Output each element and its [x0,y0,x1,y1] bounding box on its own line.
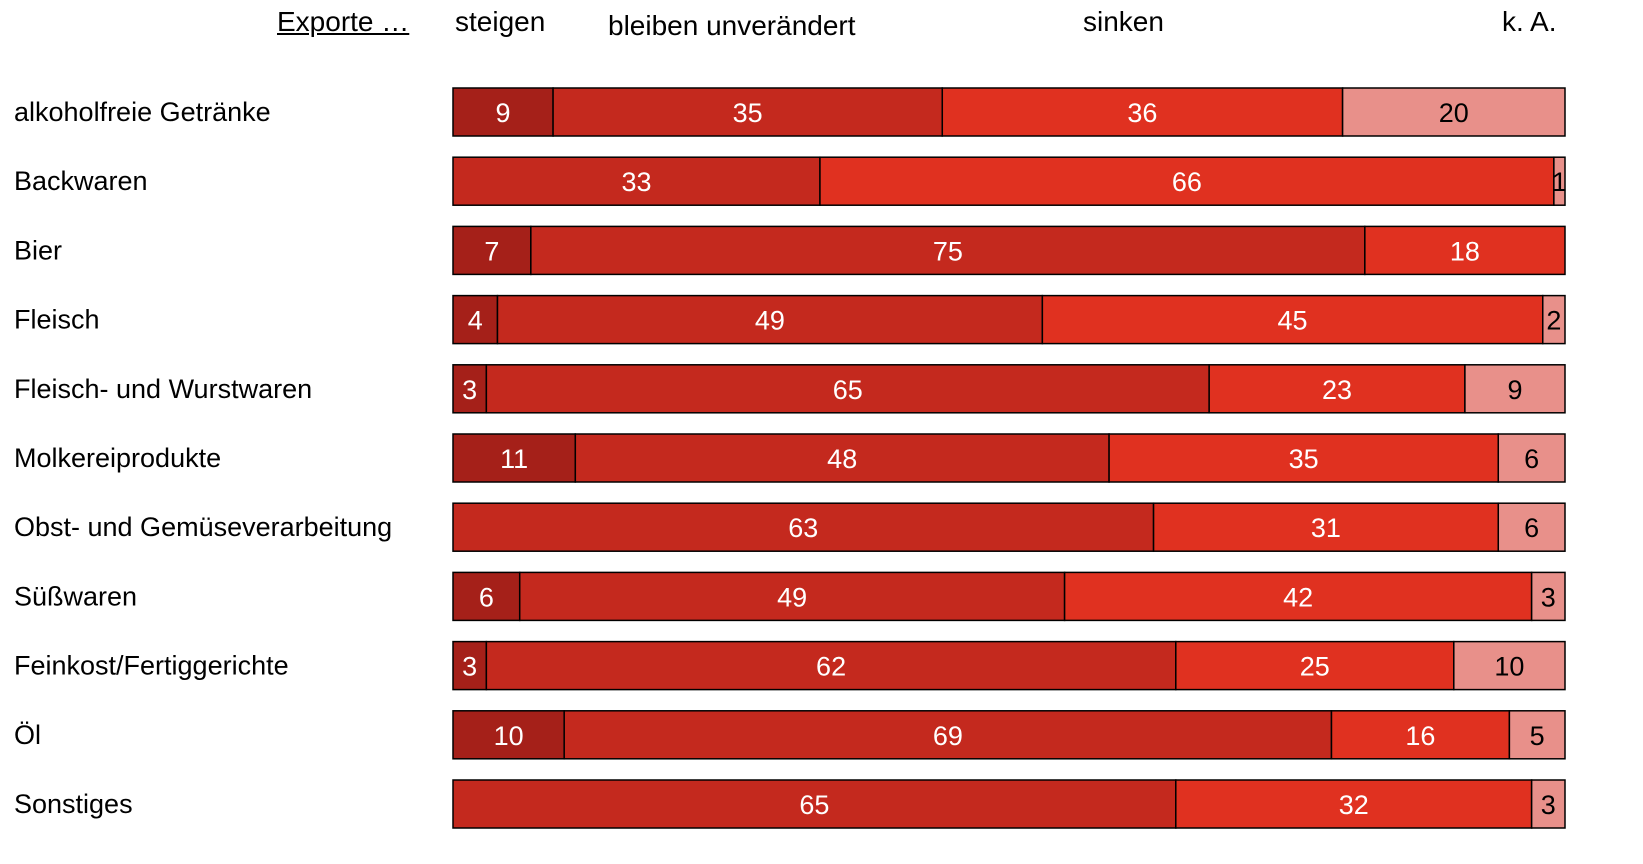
data-label: 2 [1546,306,1561,336]
data-label: 5 [1530,721,1545,751]
data-label: 75 [933,236,963,266]
bar-segment [1364,225,1566,276]
data-label: 3 [1541,790,1556,820]
bar-segment [819,156,1555,206]
legend-bleiben-unveraendert: bleiben unverändert [608,10,856,41]
data-label: 42 [1283,582,1313,612]
bar-segment [941,87,1344,137]
data-label: 9 [496,98,511,128]
data-label: 66 [1172,167,1202,197]
data-label: 6 [1524,444,1539,474]
bar-segment [1108,433,1500,483]
data-label: 65 [833,375,863,405]
bar-segment [1453,640,1566,691]
bar-segment [1175,779,1533,829]
data-label: 35 [1289,444,1319,474]
data-label: 18 [1450,236,1480,266]
bar-segment [1041,294,1544,345]
data-label: 10 [1494,652,1524,682]
bar-segment [452,640,488,691]
data-label: 7 [484,236,499,266]
data-label: 23 [1322,375,1352,405]
category-label: alkoholfreie Getränke [14,97,271,127]
category-label: Bier [14,235,62,265]
bar-segment [1497,502,1566,552]
data-label: 63 [788,513,818,543]
bar-segment [452,571,521,622]
data-label: 45 [1278,306,1308,336]
data-label: 11 [500,444,528,474]
bar-segment [1530,779,1566,829]
chart-header-title: Exporte … [277,6,410,37]
data-label: 69 [933,721,963,751]
bar-segment [452,364,488,414]
bar-segment [485,640,1177,691]
category-label: Molkereiprodukte [14,443,221,473]
bar-segment [452,87,554,137]
data-label: 62 [816,652,846,682]
data-label: 31 [1311,513,1341,543]
category-label: Fleisch- und Wurstwaren [14,374,312,404]
category-label: Obst- und Gemüseverarbeitung [14,512,392,542]
data-label: 49 [777,582,807,612]
bar-segment [485,364,1210,414]
bar-segment [1542,294,1566,345]
data-label: 33 [621,167,651,197]
bar-segment [452,433,577,483]
bar-segment [1175,640,1455,691]
data-label: 25 [1300,652,1330,682]
bar-segment [1553,156,1566,206]
data-label: 32 [1339,790,1369,820]
data-label: 65 [799,790,829,820]
category-label: Feinkost/Fertiggerichte [14,651,289,681]
data-label: 36 [1127,98,1157,128]
legend-steigen: steigen [455,6,546,37]
bar-segment [496,294,1044,345]
bar-segment [1341,87,1566,137]
bar-segment [452,502,1155,552]
bar-segment [574,433,1110,483]
bar-segment [1497,433,1566,483]
bar-segment [452,225,532,276]
bar-segment [452,779,1177,829]
bar-segment [563,710,1333,760]
data-label: 35 [733,98,763,128]
bar-segment [1330,710,1511,760]
category-label: Öl [14,720,41,750]
data-label: 9 [1507,375,1522,405]
bar-segment [452,294,499,345]
bar-segment [452,156,821,206]
category-label: Backwaren [14,166,148,196]
bar-segment [1464,364,1566,414]
data-label: 3 [1541,582,1556,612]
legend-k-a: k. A. [1502,6,1557,37]
data-label: 16 [1405,721,1435,751]
data-label: 48 [827,444,857,474]
category-label: Sonstiges [14,789,133,819]
data-label: 3 [462,652,477,682]
bar-segment [1530,571,1566,622]
bar-segment [1208,364,1466,414]
bar-segment [1152,502,1500,552]
category-label: Fleisch [14,305,100,335]
bar-segment [452,710,565,760]
data-label: 4 [468,306,483,336]
legend-sinken: sinken [1083,6,1164,37]
bar-segment [518,571,1066,622]
data-label: 10 [494,721,524,751]
data-label: 1 [1552,167,1567,197]
data-label: 6 [479,582,494,612]
data-label: 3 [462,375,477,405]
category-label: Süßwaren [14,581,137,611]
data-label: 49 [755,306,785,336]
bar-segment [1508,710,1566,760]
data-label: 20 [1439,98,1469,128]
data-label: 6 [1524,513,1539,543]
